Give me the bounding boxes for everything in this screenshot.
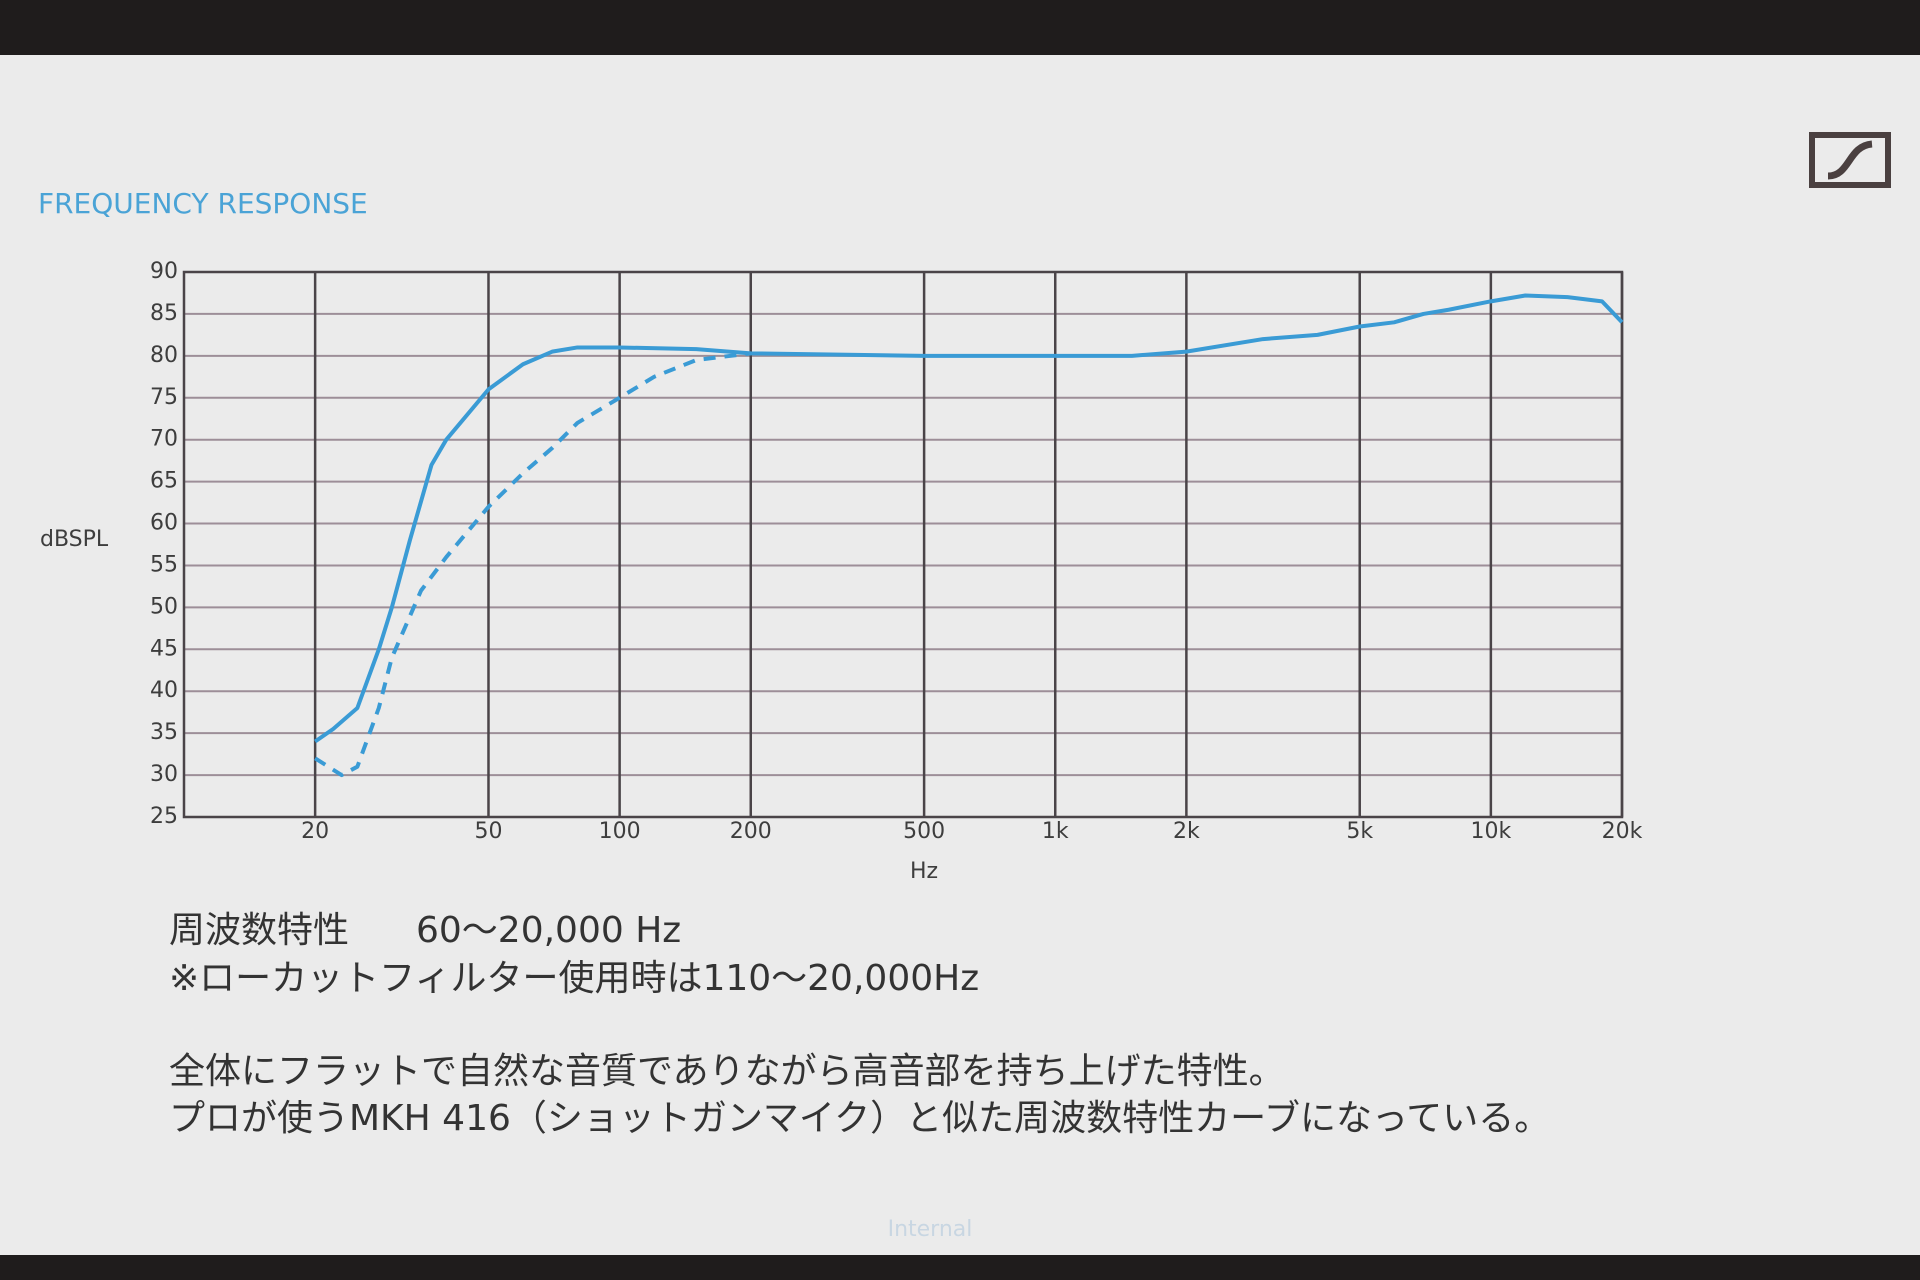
y-axis-label: dBSPL [40,527,109,552]
logo [1809,132,1891,188]
x-tick-label: 200 [730,819,772,844]
y-tick-label: 90 [150,259,178,284]
y-tick-label: 50 [150,594,178,619]
y-tick-label: 40 [150,678,178,703]
x-tick-label: 5k [1346,819,1373,844]
footer: Internal [888,1217,973,1242]
y-tick-label: 70 [150,427,178,452]
y-tick-label: 35 [150,720,178,745]
note: ※ローカットフィルター使用時は110〜20,000Hz [169,958,979,999]
slide-background [0,55,1920,1255]
x-axis-label: Hz [910,859,938,884]
x-tick-label: 1k [1042,819,1069,844]
plot-frame [182,270,1624,819]
y-tick-label: 45 [150,636,178,661]
y-tick-label: 80 [150,343,178,368]
x-tick-label: 20k [1602,819,1643,844]
y-tick-label: 85 [150,301,178,326]
y-tick-label: 65 [150,469,178,494]
y-tick-label: 30 [150,762,178,787]
x-tick-label: 20 [301,819,329,844]
spec-value: 60〜20,000 Hz [416,910,681,951]
series-line [314,351,752,778]
y-tick-label: 25 [150,804,178,829]
y-tick-label: 75 [150,385,178,410]
series-line [313,293,1624,744]
x-tick-label: 50 [474,819,502,844]
x-tick-label: 100 [599,819,641,844]
y-tick-label: 60 [150,511,178,536]
x-tick-label: 2k [1173,819,1200,844]
y-tick-label: 55 [150,552,178,577]
chart-title: FREQUENCY RESPONSE [38,187,368,220]
body-line: プロが使うMKH 416（ショットガンマイク）と似た周波数特性カーブになっている… [169,1098,1550,1139]
spec-label: 周波数特性 [169,910,349,951]
x-tick-label: 500 [903,819,945,844]
x-tick-label: 10k [1470,819,1511,844]
body-line: 全体にフラットで自然な音質でありながら高音部を持ち上げた特性。 [169,1051,1285,1092]
